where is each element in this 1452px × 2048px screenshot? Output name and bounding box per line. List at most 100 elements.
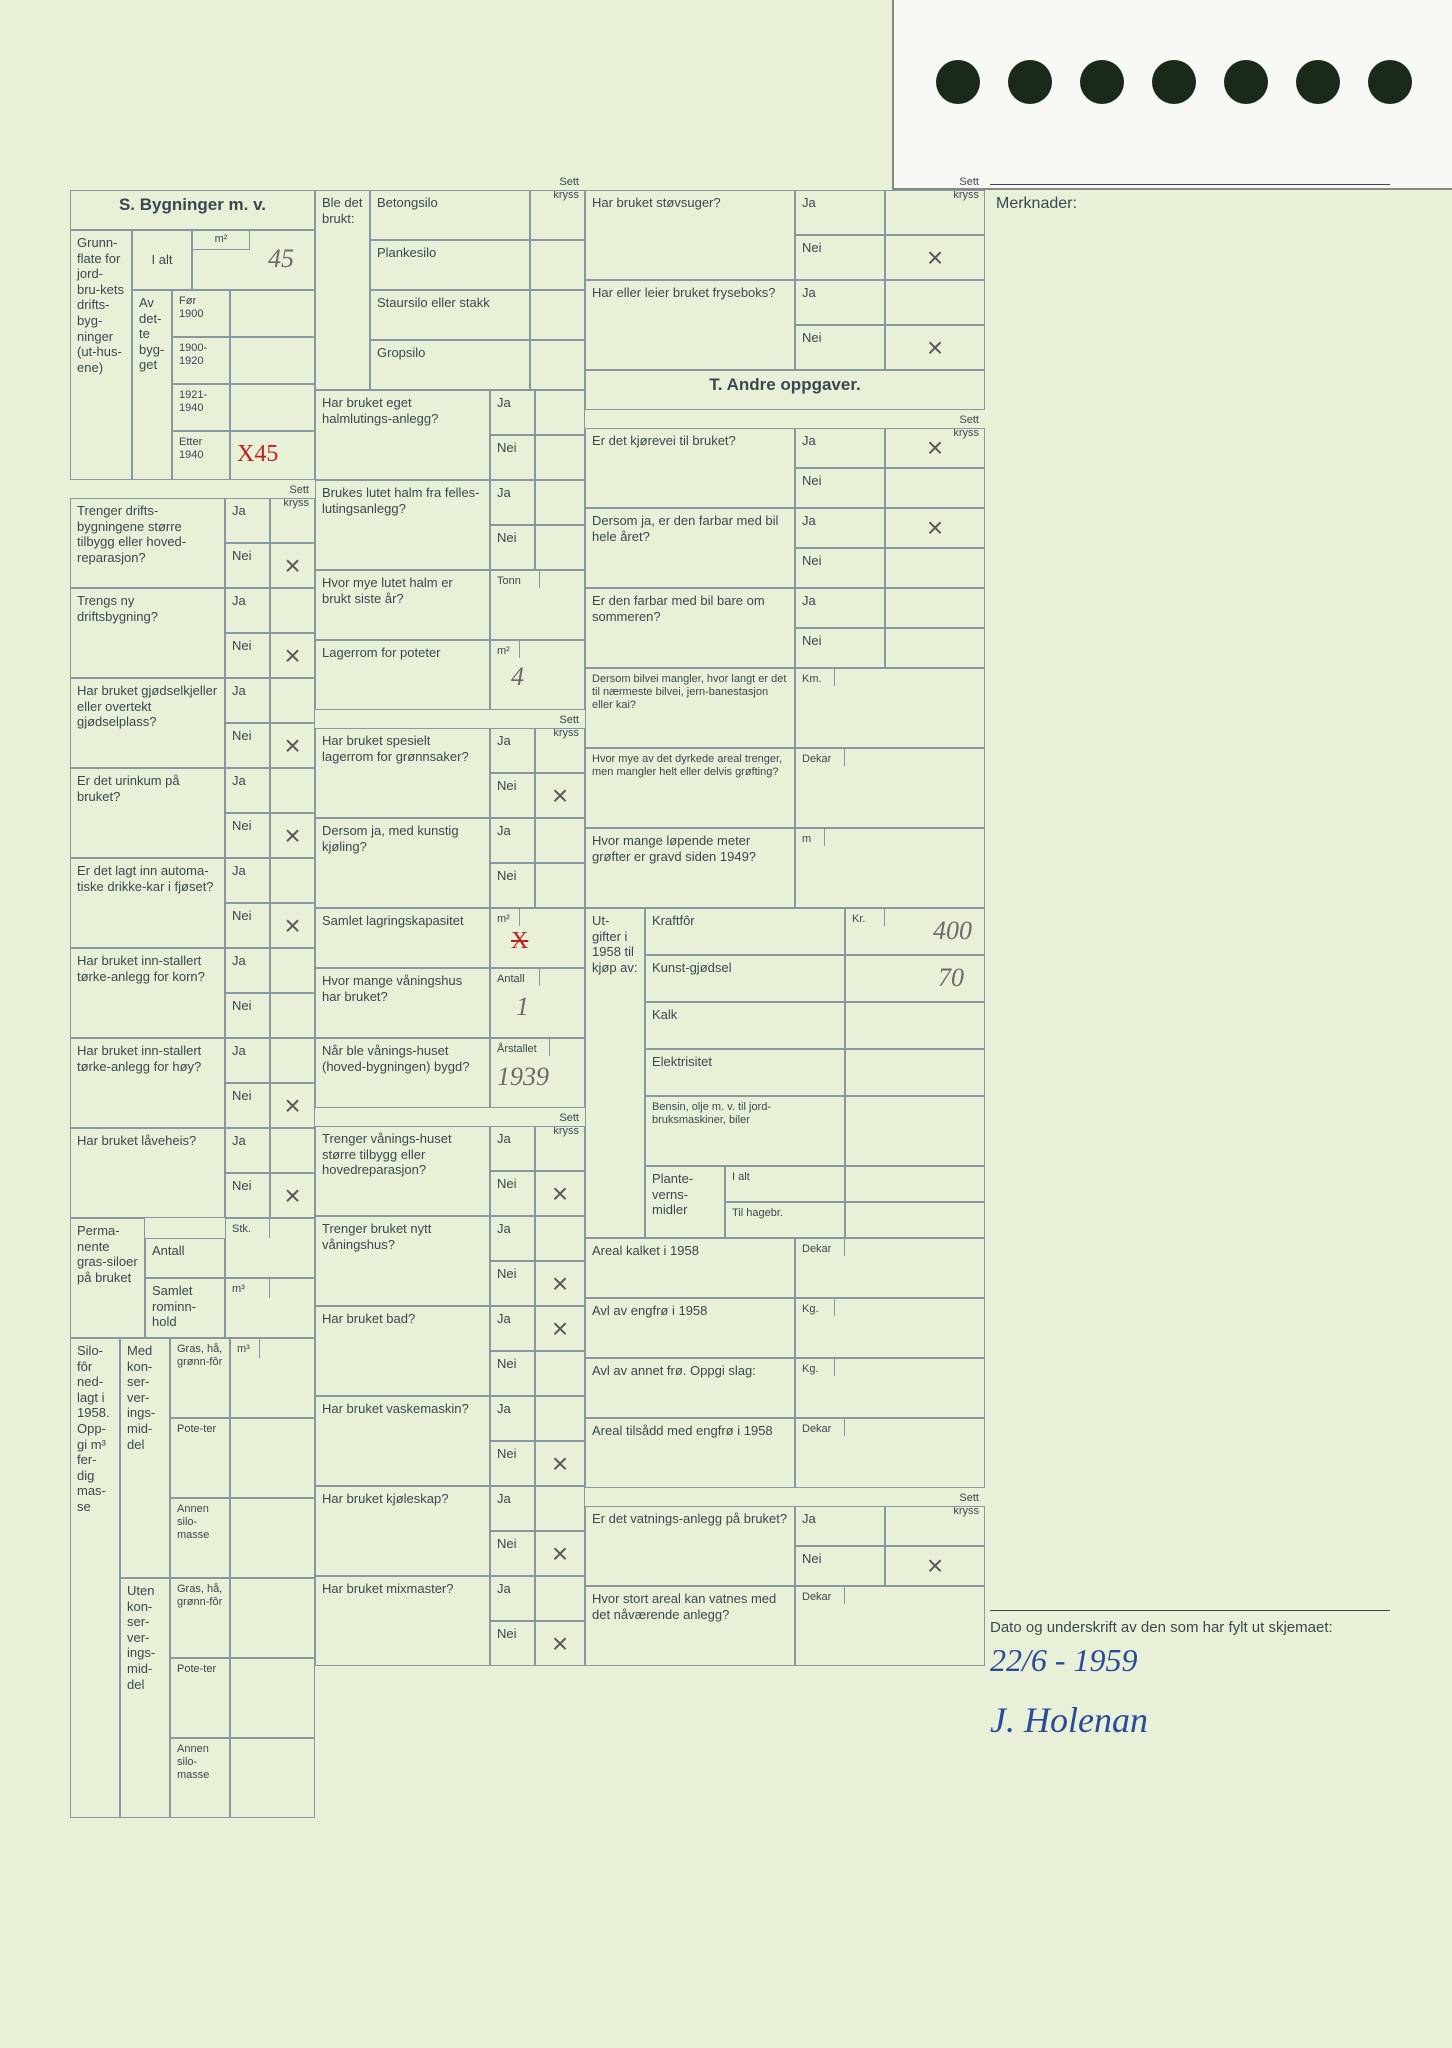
nei-s-x: ×: [885, 235, 985, 280]
ja-vm: Ja: [490, 1396, 535, 1441]
val-45: 45: [192, 230, 315, 290]
q-samlet-lagring: Samlet lagringskapasitet: [315, 908, 490, 968]
til-hagebr: Til hagebr.: [725, 1202, 845, 1238]
nei-fs-x: [885, 628, 985, 668]
kalk-val: [845, 1002, 985, 1049]
hole: [936, 60, 980, 104]
betongsilo: Betongsilo: [370, 190, 530, 240]
ja-3: Ja: [225, 678, 270, 723]
i-alt-label: I alt: [132, 230, 192, 290]
nei-v2: Nei: [490, 1261, 535, 1306]
staursilo-x: [530, 290, 585, 340]
av-dette-label: Av det-te byg-get: [132, 290, 172, 480]
1921-1940: 1921-1940: [172, 384, 230, 431]
i-alt-pv-val: [845, 1166, 985, 1202]
q-laveheis: Har bruket låveheis?: [70, 1128, 225, 1218]
nei-f: Nei: [795, 325, 885, 370]
samlet-val: X: [490, 908, 585, 968]
plankesilo: Plankesilo: [370, 240, 530, 290]
q-vatning: Er det vatnings-anlegg på bruket?: [585, 1506, 795, 1586]
ja-2: Ja: [225, 588, 270, 633]
hole: [1368, 60, 1412, 104]
rominnhold-label: Samlet rominn-hold: [145, 1278, 225, 1338]
nei-7-x: ×: [270, 1083, 315, 1128]
staursilo: Staursilo eller stakk: [370, 290, 530, 340]
nei-5-x: ×: [270, 903, 315, 948]
nei-vt: Nei: [795, 1546, 885, 1586]
q-dyrket-areal: Hvor mye av det dyrkede areal trenger, m…: [585, 748, 795, 828]
nei-6: Nei: [225, 993, 270, 1038]
nei-kv-x: [885, 468, 985, 508]
merknader-label: Merknader:: [990, 190, 1390, 220]
bensin: Bensin, olje m. v. til jord-bruksmaskine…: [645, 1096, 845, 1166]
antall-label: Antall: [145, 1238, 225, 1278]
q-lagerrom-gronn: Har bruket spesielt lagerrom for grønnsa…: [315, 728, 490, 818]
ja-fh-x: ×: [885, 508, 985, 548]
vaning-val: 1: [490, 968, 585, 1038]
plantevern: Plante-verns-midler: [645, 1166, 725, 1238]
ja-1: Ja: [225, 498, 270, 543]
annen-2: Annen silo-masse: [170, 1738, 230, 1818]
q-trenger-vaning: Trenger vånings-huset større tilbygg ell…: [315, 1126, 490, 1216]
q-halmluting: Har bruket eget halmlutings-anlegg?: [315, 390, 490, 480]
dekar-4-val: [795, 1586, 985, 1666]
tonn-val: [490, 570, 585, 640]
nei-2: Nei: [225, 633, 270, 678]
bygd-val: 1939: [490, 1038, 585, 1108]
rominnhold-val: [225, 1278, 315, 1338]
antall-val: [225, 1218, 315, 1278]
punch-holes: [936, 60, 1412, 104]
q-kjoleskap: Har bruket kjøleskap?: [315, 1486, 490, 1576]
q-farbar-helt: Dersom ja, er den farbar med bil hele år…: [585, 508, 795, 588]
sig-line: [990, 1610, 1390, 1611]
q-trenger-drifts: Trenger drifts-bygningene større tilbygg…: [70, 498, 225, 588]
nei-fh-x: [885, 548, 985, 588]
nei-f-x: ×: [885, 325, 985, 370]
ja-v2: Ja: [490, 1216, 535, 1261]
ja-vm-x: [535, 1396, 585, 1441]
ja-2-x: [270, 588, 315, 633]
q-bilvei-mangler: Dersom bilvei mangler, hvor langt er det…: [585, 668, 795, 748]
sett-kryss-3: Sett kryss: [525, 710, 585, 728]
for-1900-val: [230, 290, 315, 337]
nei-v1: Nei: [490, 1171, 535, 1216]
med-konserv: Med kon-ser-ver-ings-mid-del: [120, 1338, 170, 1578]
ja-g1: Ja: [490, 728, 535, 773]
gras-1-val: [230, 1338, 315, 1418]
ble-det-brukt: Ble det brukt:: [315, 190, 370, 390]
uten-konserv: Uten kon-ser-ver-ings-mid-del: [120, 1578, 170, 1818]
nei-h2: Nei: [490, 525, 535, 570]
silofor-label: Silo-fôr ned-lagt i 1958. Opp-gi m³ fer-…: [70, 1338, 120, 1818]
nei-g1: Nei: [490, 773, 535, 818]
q-torke-hoy: Har bruket inn-stallert tørke-anlegg for…: [70, 1038, 225, 1128]
kg-2-val: [795, 1358, 985, 1418]
grunnflate-label: Grunn-flate for jord-bru-kets drifts-byg…: [70, 230, 132, 480]
sett-kryss-2: Sett kryss: [525, 172, 585, 190]
permanente-label: Perma-nente gras-siloer på bruket: [70, 1218, 145, 1338]
signature-area: Dato og underskrift av den som har fylt …: [990, 1610, 1390, 1741]
sett-kryss-4: Sett kryss: [525, 1108, 585, 1126]
nei-s: Nei: [795, 235, 885, 280]
m-val: [795, 828, 985, 908]
ja-ks: Ja: [490, 1486, 535, 1531]
nei-b-x: [535, 1351, 585, 1396]
q-vaskemaskin: Har bruket vaskemaskin?: [315, 1396, 490, 1486]
nei-1-x: ×: [270, 543, 315, 588]
ja-fs-x: [885, 588, 985, 628]
utgifter-label: Ut-gifter i 1958 til kjøp av:: [585, 908, 645, 1238]
q-urinkum: Er det urinkum på bruket?: [70, 768, 225, 858]
ja-6-x: [270, 948, 315, 993]
poteter-2: Pote-ter: [170, 1658, 230, 1738]
ja-4: Ja: [225, 768, 270, 813]
val-4: 4: [490, 640, 585, 710]
gras-2: Gras, hå, grønn-fôr: [170, 1578, 230, 1658]
ja-v2-x: [535, 1216, 585, 1261]
section-s-title: S. Bygninger m. v.: [70, 190, 315, 230]
nei-ks-x: ×: [535, 1531, 585, 1576]
kunstgjodsel: Kunst-gjødsel: [645, 955, 845, 1002]
nei-h1: Nei: [490, 435, 535, 480]
q-torke-korn: Har bruket inn-stallert tørke-anlegg for…: [70, 948, 225, 1038]
kalk: Kalk: [645, 1002, 845, 1049]
ja-fs: Ja: [795, 588, 885, 628]
sig-label: Dato og underskrift av den som har fylt …: [990, 1619, 1390, 1636]
